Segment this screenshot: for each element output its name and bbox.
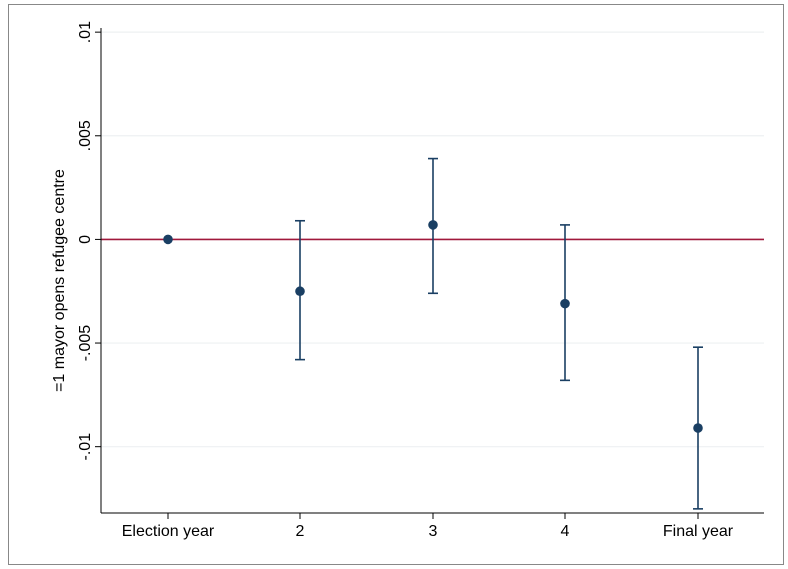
- x-tick-label-2: 3: [429, 523, 438, 540]
- point-estimates: [163, 220, 703, 433]
- y-tick-label-1: .005: [77, 120, 94, 151]
- x-tick-label-0: Election year: [122, 523, 215, 540]
- grid-lines: [101, 31, 764, 448]
- data-point-1: [295, 286, 305, 297]
- data-point-4: [693, 423, 703, 433]
- data-point-3: [560, 298, 570, 309]
- x-tick-label-3: 4: [561, 523, 570, 540]
- data-point-0: [163, 234, 173, 245]
- y-tick-label-4: -.01: [77, 433, 94, 461]
- y-tick-label-0: .01: [77, 21, 94, 43]
- chart-frame: [8, 4, 784, 565]
- tick-labels: .01 .005 0 -.005 -.01 Election year 2 3 4 Final y…: [77, 21, 734, 540]
- x-tick-label-4: Final year: [663, 523, 734, 540]
- y-tick-label-2: 0: [77, 235, 94, 244]
- y-axis-label: =1 mayor opens refugee centre: [51, 169, 68, 392]
- axes: [95, 28, 764, 519]
- x-tick-label-1: 2: [296, 523, 305, 540]
- y-tick-label-3: -.005: [77, 325, 94, 362]
- data-point-2: [428, 220, 438, 230]
